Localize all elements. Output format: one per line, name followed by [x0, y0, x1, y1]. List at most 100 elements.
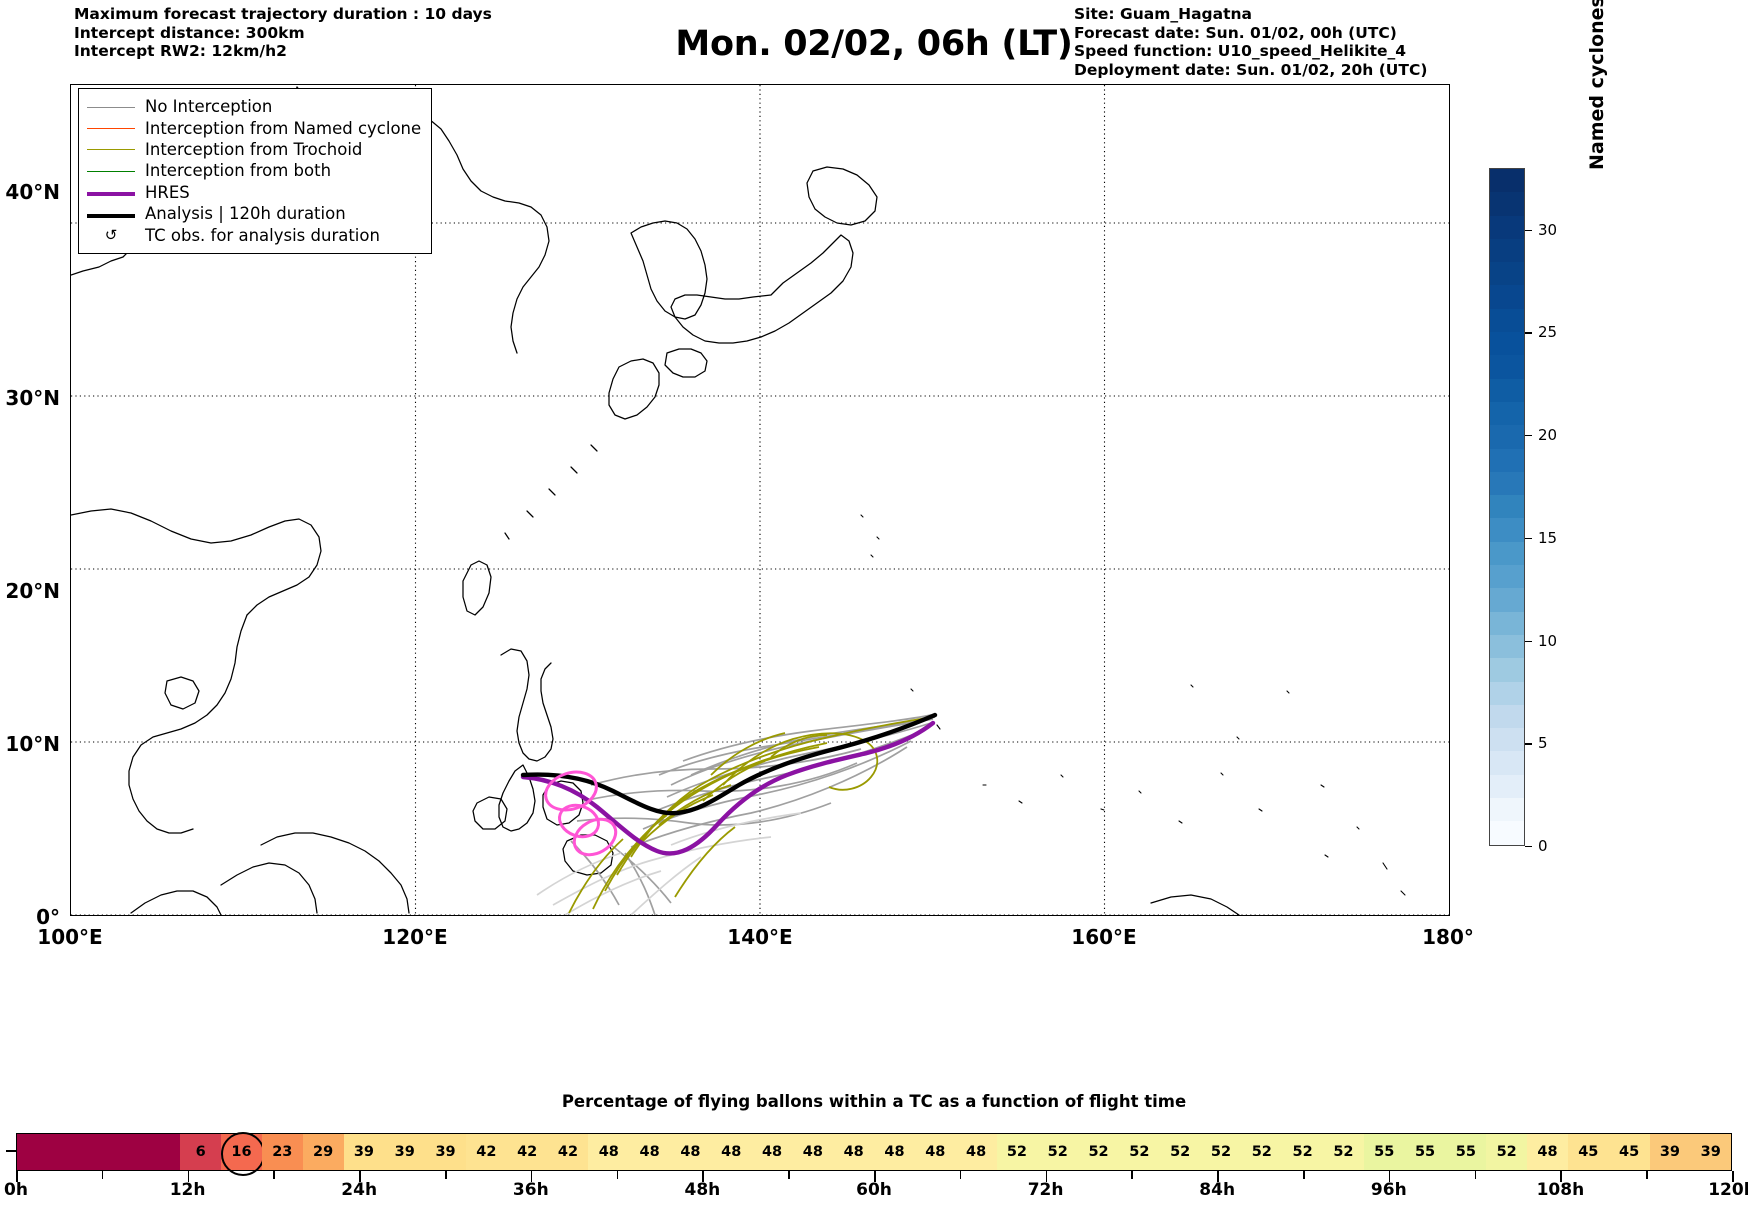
- colorbar-segment: [1490, 495, 1524, 519]
- strip-cell[interactable]: 52: [1200, 1134, 1242, 1170]
- colorbar-segment: [1490, 401, 1524, 426]
- strip-tick-mark: [16, 1171, 18, 1182]
- strip-cell[interactable]: 42: [506, 1134, 548, 1170]
- analysis-track: [520, 712, 938, 816]
- strip-cell[interactable]: 48: [792, 1134, 834, 1170]
- tc-observation-markers: [544, 770, 618, 857]
- cyclone-icon: ↺: [104, 225, 118, 244]
- colorbar-segment: [1490, 704, 1524, 729]
- strip-cell-value: 16: [231, 1144, 252, 1160]
- strip-tick-label: 12h: [169, 1180, 206, 1200]
- strip-cell-value: 39: [1659, 1144, 1680, 1160]
- colorbar-segment: [1490, 355, 1524, 379]
- strip-cell[interactable]: [57, 1134, 99, 1170]
- map-legend: No Interception Interception from Named …: [78, 88, 433, 254]
- strip-cell[interactable]: 55: [1363, 1134, 1405, 1170]
- strip-cell-value: 48: [598, 1144, 619, 1160]
- strip-cell[interactable]: 52: [996, 1134, 1038, 1170]
- strip-cell-value: 52: [1170, 1144, 1191, 1160]
- strip-cell[interactable]: 48: [914, 1134, 956, 1170]
- colorbar-segment: [1490, 471, 1524, 496]
- strip-cell[interactable]: 39: [425, 1134, 466, 1170]
- strip-minor-tick: [1303, 1171, 1305, 1179]
- strip-tick-mark: [1388, 1171, 1391, 1182]
- strip-cell[interactable]: [98, 1134, 140, 1170]
- map-ytick-30: 30°N: [5, 386, 60, 410]
- strip-cell[interactable]: 39: [384, 1134, 426, 1170]
- legend-item-both: Interception from both: [87, 160, 421, 181]
- strip-cell-value: 55: [1455, 1144, 1476, 1160]
- strip-cell[interactable]: 48: [629, 1134, 670, 1170]
- strip-cell-value: 48: [639, 1144, 660, 1160]
- map-xtick-160E: 160°E: [1071, 925, 1137, 949]
- colorbar-segment: [1490, 821, 1524, 845]
- strip-cell[interactable]: 39: [1690, 1134, 1732, 1170]
- strip-cell[interactable]: 52: [1159, 1134, 1201, 1170]
- strip-cell[interactable]: 45: [1608, 1134, 1650, 1170]
- colorbar-segment: [1490, 541, 1524, 566]
- strip-cell[interactable]: 48: [874, 1134, 915, 1170]
- strip-minor-tick: [616, 1171, 619, 1179]
- strip-cell[interactable]: 52: [1282, 1134, 1323, 1170]
- strip-cell-value: 48: [1537, 1144, 1558, 1160]
- ensemble-tracks-trochoid: [568, 716, 934, 914]
- strip-cell-value: 52: [1496, 1144, 1517, 1160]
- strip-cell[interactable]: 48: [955, 1134, 997, 1170]
- strip-tick-mark: [874, 1171, 876, 1182]
- strip-cell-value: 52: [1292, 1144, 1313, 1160]
- colorbar-segment: [1490, 658, 1524, 682]
- strip-cell[interactable]: 48: [588, 1134, 630, 1170]
- strip-cell[interactable]: 39: [343, 1134, 385, 1170]
- strip-cell-value: 55: [1414, 1144, 1436, 1160]
- colorbar-title: Named cyclones forecast - Number of GEFS…: [1586, 0, 1622, 170]
- map-panel[interactable]: [70, 84, 1450, 916]
- strip-tick-label: 120h: [1708, 1180, 1748, 1200]
- strip-cell[interactable]: 23: [261, 1134, 303, 1170]
- colorbar-segment: [1490, 285, 1524, 309]
- strip-cell[interactable]: [139, 1134, 181, 1170]
- colorbar-segment: [1490, 634, 1524, 659]
- strip-tick-label: 60h: [856, 1180, 892, 1200]
- colorbar-segment: [1490, 332, 1524, 356]
- strip-minor-tick: [1646, 1171, 1648, 1179]
- strip-cell-value: 39: [1700, 1144, 1721, 1160]
- colorbar-tick-label: 25: [1538, 323, 1558, 342]
- colorbar-segment: [1490, 798, 1524, 822]
- strip-cell[interactable]: 42: [547, 1134, 589, 1170]
- strip-cell[interactable]: 55: [1445, 1134, 1487, 1170]
- strip-minor-tick: [1131, 1171, 1133, 1179]
- strip-cell[interactable]: 48: [710, 1134, 752, 1170]
- strip-cell[interactable]: 52: [1037, 1134, 1079, 1170]
- strip-cell[interactable]: 52: [1323, 1134, 1364, 1170]
- strip-cell[interactable]: 6: [180, 1134, 222, 1170]
- strip-cell[interactable]: 45: [1567, 1134, 1609, 1170]
- colorbar-tick-mark: [1525, 435, 1532, 437]
- colorbar-segment: [1490, 751, 1524, 775]
- strip-cell[interactable]: 52: [1118, 1134, 1160, 1170]
- strip-cell-value: 39: [435, 1144, 456, 1160]
- colorbar-segment: [1490, 425, 1524, 449]
- strip-cell[interactable]: 52: [1078, 1134, 1119, 1170]
- strip-cell[interactable]: 39: [1649, 1134, 1691, 1170]
- strip-cell[interactable]: 52: [1486, 1134, 1528, 1170]
- map-xtick-180: 180°: [1422, 925, 1474, 949]
- strip-cell-value: 52: [1210, 1144, 1232, 1160]
- strip-cell-value: 42: [476, 1144, 497, 1160]
- strip-cell[interactable]: 48: [751, 1134, 793, 1170]
- strip-cell[interactable]: 48: [833, 1134, 875, 1170]
- colorbar-segment: [1490, 611, 1524, 635]
- strip-cell[interactable]: 16: [221, 1132, 266, 1176]
- colorbar: [1489, 168, 1525, 846]
- strip-cell[interactable]: 48: [1527, 1134, 1568, 1170]
- strip-tick-mark: [1732, 1171, 1734, 1182]
- strip-cell[interactable]: 42: [465, 1134, 507, 1170]
- strip-cell[interactable]: 48: [670, 1134, 711, 1170]
- strip-cell[interactable]: 55: [1404, 1134, 1446, 1170]
- strip-cell[interactable]: 52: [1241, 1134, 1283, 1170]
- strip-tick-label: 72h: [1027, 1180, 1064, 1200]
- colorbar-segment: [1490, 518, 1524, 542]
- strip-cell[interactable]: [17, 1134, 58, 1170]
- strip-tick-label: 36h: [512, 1180, 549, 1200]
- flight-time-percentage-strip[interactable]: 6 16 23 29 39 39 39 42 42 42 48 48 48 48 48 48 48 48 48 48 5…: [16, 1132, 1732, 1176]
- strip-cell[interactable]: 29: [302, 1134, 344, 1170]
